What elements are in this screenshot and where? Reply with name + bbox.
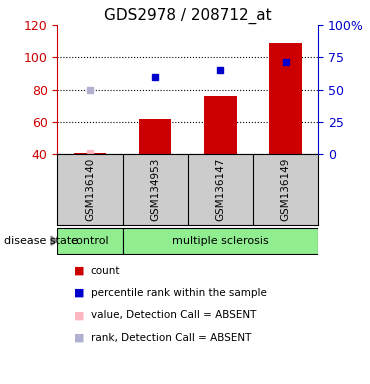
Text: GSM136140: GSM136140 bbox=[85, 158, 95, 221]
Text: value, Detection Call = ABSENT: value, Detection Call = ABSENT bbox=[91, 310, 256, 320]
Text: control: control bbox=[71, 236, 109, 246]
Text: rank, Detection Call = ABSENT: rank, Detection Call = ABSENT bbox=[91, 333, 251, 343]
Text: disease state: disease state bbox=[4, 236, 78, 246]
Bar bbox=[122, 228, 318, 254]
Text: GSM136149: GSM136149 bbox=[280, 158, 290, 221]
Polygon shape bbox=[51, 236, 58, 245]
Text: GSM134953: GSM134953 bbox=[150, 158, 160, 221]
Bar bbox=[57, 228, 122, 254]
Bar bbox=[204, 96, 237, 154]
Text: ■: ■ bbox=[74, 310, 85, 320]
Bar bbox=[139, 119, 171, 154]
Bar bbox=[74, 153, 106, 154]
Text: ■: ■ bbox=[74, 266, 85, 276]
Text: count: count bbox=[91, 266, 120, 276]
Text: GSM136147: GSM136147 bbox=[215, 158, 225, 221]
Title: GDS2978 / 208712_at: GDS2978 / 208712_at bbox=[104, 7, 272, 23]
Text: ■: ■ bbox=[74, 288, 85, 298]
Bar bbox=[269, 43, 302, 154]
Text: percentile rank within the sample: percentile rank within the sample bbox=[91, 288, 266, 298]
Text: ■: ■ bbox=[74, 333, 85, 343]
Text: multiple sclerosis: multiple sclerosis bbox=[172, 236, 269, 246]
